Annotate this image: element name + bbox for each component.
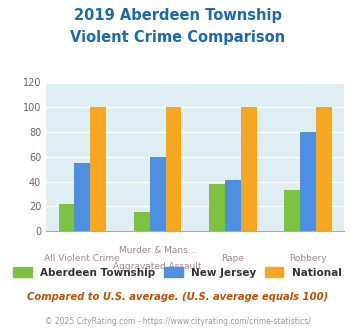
Bar <box>300 132 316 231</box>
Bar <box>165 107 181 231</box>
Text: 2019 Aberdeen Township: 2019 Aberdeen Township <box>73 8 282 23</box>
Text: Aggravated Assault: Aggravated Assault <box>113 262 202 271</box>
Legend: Aberdeen Township, New Jersey, National: Aberdeen Township, New Jersey, National <box>10 264 345 281</box>
Text: Robbery: Robbery <box>289 254 327 263</box>
Bar <box>134 213 150 231</box>
Bar <box>209 184 225 231</box>
Bar <box>316 107 332 231</box>
Bar <box>284 190 300 231</box>
Bar <box>90 107 106 231</box>
Text: Violent Crime Comparison: Violent Crime Comparison <box>70 30 285 45</box>
Bar <box>75 163 90 231</box>
Text: © 2025 CityRating.com - https://www.cityrating.com/crime-statistics/: © 2025 CityRating.com - https://www.city… <box>45 317 310 326</box>
Bar <box>150 157 165 231</box>
Bar <box>241 107 257 231</box>
Bar <box>59 204 75 231</box>
Text: All Violent Crime: All Violent Crime <box>44 254 120 263</box>
Text: Rape: Rape <box>222 254 244 263</box>
Text: Compared to U.S. average. (U.S. average equals 100): Compared to U.S. average. (U.S. average … <box>27 292 328 302</box>
Text: Murder & Mans...: Murder & Mans... <box>119 246 196 255</box>
Bar <box>225 180 241 231</box>
